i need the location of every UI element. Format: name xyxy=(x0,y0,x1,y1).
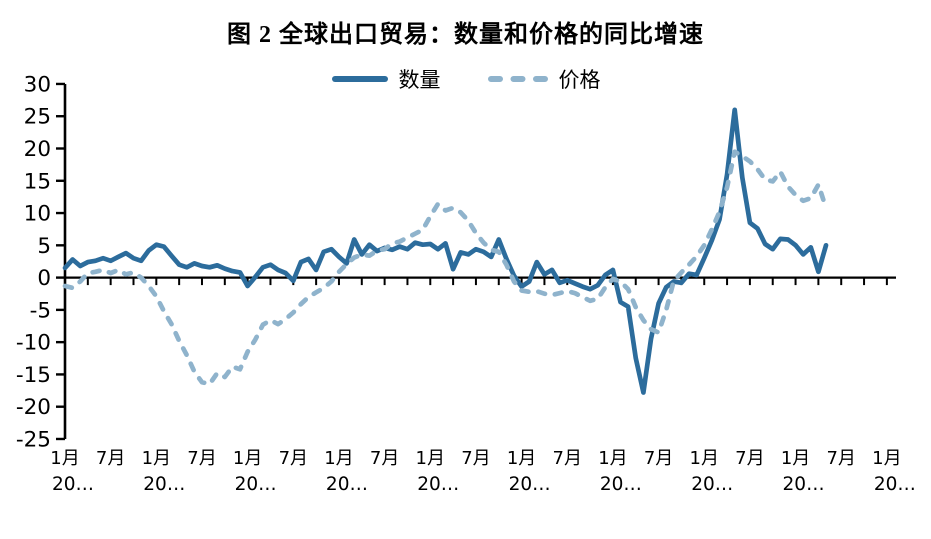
x-tick-label: 7月 xyxy=(279,448,308,469)
y-tick-label: 25 xyxy=(24,105,51,130)
x-tick-label: 7月 xyxy=(187,448,216,469)
y-tick-label: -5 xyxy=(30,298,51,323)
legend-volume-line-icon xyxy=(331,76,388,82)
legend: 数量 价格 xyxy=(0,64,931,94)
x-tick-label: 1月 xyxy=(416,448,445,469)
x-tick-label: 7月 xyxy=(461,448,490,469)
x-tick-label: 7月 xyxy=(96,448,125,469)
y-tick-label: 5 xyxy=(37,234,51,259)
y-axis: 30 25 20 15 10 5 0 -5 -10 -15 -20 -25 xyxy=(16,72,67,452)
x-axis xyxy=(64,276,896,286)
series-price-line xyxy=(62,149,829,387)
x-year-label: 20… xyxy=(235,474,277,495)
x-year-label: 20… xyxy=(509,474,551,495)
x-tick-label: 1月 xyxy=(142,448,171,469)
x-axis-labels: 1月 7月 1月 7月 1月 7月 1月 7月 1月 7月 1月 7月 1月 7月 1月 7月 1月 7月 1月 20… xyxy=(50,448,916,495)
x-tick-label: 1月 xyxy=(233,448,262,469)
y-tick-label: 30 xyxy=(24,72,51,97)
y-tick-label: -10 xyxy=(16,331,51,356)
legend-price-label: 价格 xyxy=(558,68,601,92)
x-year-label: 20… xyxy=(600,474,642,495)
x-tick-label: 1月 xyxy=(690,448,719,469)
x-year-label: 20… xyxy=(417,474,459,495)
x-year-label: 20… xyxy=(691,474,733,495)
x-year-label: 20… xyxy=(874,474,916,495)
x-year-label: 20… xyxy=(783,474,825,495)
y-tick-label: 15 xyxy=(24,169,51,194)
y-tick-label: 0 xyxy=(37,266,51,291)
chart-title: 图 2 全球出口贸易：数量和价格的同比增速 xyxy=(227,22,704,48)
x-year-label: 20… xyxy=(143,474,185,495)
x-tick-label: 7月 xyxy=(735,448,764,469)
y-tick-label: 10 xyxy=(24,202,51,227)
y-tick-label: 20 xyxy=(24,137,51,162)
y-tick-label: -20 xyxy=(16,395,51,420)
x-tick-label: 1月 xyxy=(781,448,810,469)
x-year-label: 20… xyxy=(52,474,94,495)
series-volume-line xyxy=(62,107,829,395)
legend-volume-label: 数量 xyxy=(398,68,441,92)
x-tick-label: 1月 xyxy=(507,448,536,469)
x-year-label: 20… xyxy=(326,474,368,495)
legend-item-volume: 数量 xyxy=(331,64,441,94)
x-tick-label: 1月 xyxy=(324,448,353,469)
x-tick-label: 1月 xyxy=(50,448,79,469)
x-tick-label: 7月 xyxy=(553,448,582,469)
legend-price-line-icon xyxy=(487,76,548,82)
x-tick-label: 1月 xyxy=(598,448,627,469)
x-tick-label: 7月 xyxy=(826,448,855,469)
x-tick-label: 1月 xyxy=(872,448,901,469)
legend-item-price: 价格 xyxy=(487,64,601,94)
x-tick-label: 7月 xyxy=(644,448,673,469)
x-tick-label: 7月 xyxy=(370,448,399,469)
y-tick-label: -15 xyxy=(16,363,51,388)
y-tick-label: -25 xyxy=(16,427,51,452)
